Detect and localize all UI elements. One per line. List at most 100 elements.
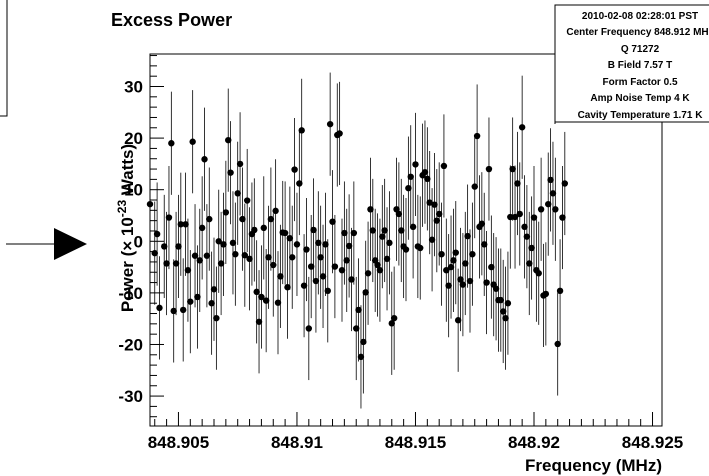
data-point — [239, 215, 246, 223]
data-point — [535, 270, 542, 277]
data-point — [507, 213, 514, 221]
data-point — [492, 285, 500, 292]
info-q: Q 71272 — [621, 44, 660, 55]
data-point — [322, 241, 329, 248]
data-point — [428, 236, 436, 243]
data-point — [253, 288, 260, 296]
data-point — [151, 249, 158, 257]
data-point — [466, 277, 474, 285]
data-point — [398, 227, 405, 234]
data-point — [561, 180, 569, 187]
data-point — [471, 183, 478, 190]
data-point — [251, 226, 258, 234]
data-point — [184, 266, 192, 274]
data-point — [296, 180, 303, 187]
data-point — [549, 190, 557, 197]
info-center-frequency: Center Frequency 848.912 MHz — [566, 27, 709, 38]
data-point — [222, 209, 230, 216]
data-point — [554, 340, 561, 348]
data-point — [355, 306, 362, 314]
x-tick-label: 848.915 — [385, 433, 446, 452]
data-series — [146, 72, 569, 409]
y-tick-label: -30 — [118, 387, 143, 406]
run-info-box: 2010-02-08 02:28:01 PST Center Frequency… — [554, 4, 709, 124]
data-point — [386, 239, 393, 247]
data-point — [246, 255, 253, 263]
data-point — [528, 244, 535, 252]
data-point — [364, 270, 372, 277]
data-point — [559, 214, 566, 221]
data-point — [462, 260, 469, 267]
x-tick-label: 848.91 — [271, 433, 323, 452]
data-point — [312, 277, 320, 285]
info-form-factor: Form Factor 0.5 — [602, 77, 677, 88]
data-point — [409, 223, 417, 231]
data-point — [191, 252, 199, 259]
data-point — [310, 226, 317, 234]
data-point — [353, 325, 360, 332]
data-point — [488, 263, 495, 271]
data-point — [526, 260, 533, 267]
data-point — [175, 243, 182, 250]
data-point — [262, 297, 270, 304]
data-point — [454, 317, 462, 324]
data-point — [277, 273, 284, 280]
data-point — [523, 233, 531, 240]
data-point — [229, 239, 237, 247]
data-point — [381, 227, 388, 234]
info-timestamp: 2010-02-08 02:28:01 PST — [582, 11, 698, 22]
data-point — [469, 250, 476, 258]
data-point — [217, 260, 225, 267]
data-point — [241, 252, 249, 259]
data-point — [331, 263, 339, 270]
info-cavity-temperature: Cavity Temperature 1.71 K — [578, 110, 704, 121]
data-point — [281, 229, 289, 237]
data-point — [459, 281, 467, 288]
data-point — [243, 197, 251, 204]
data-point — [225, 136, 232, 144]
data-point — [481, 241, 488, 248]
data-point — [345, 242, 353, 250]
data-point — [146, 200, 154, 208]
data-point — [336, 130, 343, 137]
data-point — [210, 286, 218, 293]
data-point — [227, 169, 234, 176]
data-point — [478, 220, 486, 227]
data-point — [405, 184, 412, 192]
data-point — [473, 132, 481, 140]
data-point — [213, 314, 220, 322]
data-point — [298, 127, 305, 134]
data-point — [315, 239, 322, 247]
data-point — [194, 293, 201, 301]
data-point — [198, 224, 206, 232]
data-point — [284, 284, 291, 291]
data-point — [172, 260, 180, 267]
y-axis-label-unit: Watts) — [118, 144, 137, 200]
data-point — [417, 244, 424, 252]
data-point — [390, 314, 398, 322]
data-point — [307, 263, 315, 270]
data-point — [504, 300, 512, 307]
data-point — [537, 206, 545, 213]
info-amp-noise-temp: Amp Noise Temp 4 K — [590, 93, 690, 104]
data-point — [402, 246, 410, 253]
data-point — [521, 223, 528, 231]
y-tick-label: -10 — [118, 284, 143, 303]
y-axis-label: Power (× 10-23 Watts) — [115, 144, 137, 312]
data-point — [542, 290, 550, 298]
data-point — [499, 308, 507, 315]
data-point — [379, 233, 386, 240]
x-axis-ticks — [154, 412, 654, 426]
data-point — [485, 165, 493, 173]
data-point — [161, 243, 168, 250]
data-point — [464, 232, 471, 240]
data-point — [376, 266, 384, 274]
data-point — [232, 250, 239, 258]
data-point — [189, 138, 196, 145]
data-point — [215, 238, 222, 245]
data-point — [350, 229, 358, 237]
data-point — [509, 165, 516, 173]
x-axis-label: Frequency (MHz) — [525, 456, 662, 475]
data-point — [388, 320, 395, 327]
data-point — [457, 276, 464, 283]
